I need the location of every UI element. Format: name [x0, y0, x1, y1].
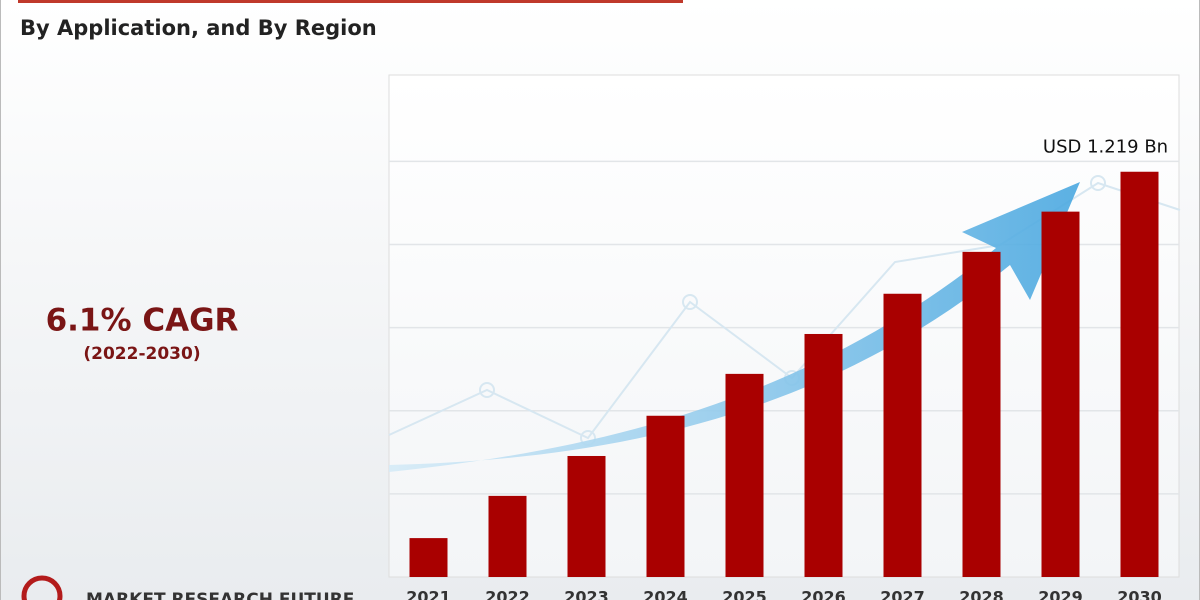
bar [409, 538, 448, 577]
annotation: USD 1.219 Bn [1043, 137, 1168, 158]
cagr-period: (2022-2030) [83, 344, 200, 364]
x-tick-label: 2028 [959, 588, 1004, 600]
x-tick-label: 2021 [406, 588, 451, 600]
background-dot [479, 382, 495, 398]
bar [567, 455, 606, 577]
subtitle: By Application, and By Region [20, 16, 377, 40]
decoration [388, 175, 1181, 472]
x-tick-label: 2029 [1038, 588, 1083, 600]
x-tick-label: 2023 [564, 588, 609, 600]
bar [1041, 211, 1080, 577]
x-tick-label: 2027 [880, 588, 925, 600]
background-dot [1090, 175, 1106, 191]
x-tick-label: 2022 [485, 588, 530, 600]
bar [646, 415, 685, 577]
x-tick-label: 2026 [801, 588, 846, 600]
x-tick-label: 2024 [643, 588, 688, 600]
x-tick-label: 2030 [1117, 588, 1162, 600]
bar [488, 495, 527, 577]
bar [1120, 171, 1159, 577]
logo [21, 575, 63, 600]
brand: MARKET RESEARCH FUTURE [86, 590, 354, 600]
cagr: 6.1% CAGR [46, 303, 239, 339]
bar [883, 293, 922, 577]
background-dot [682, 294, 698, 310]
bar [962, 251, 1001, 577]
bar [725, 373, 764, 577]
x-tick-label: 2025 [722, 588, 767, 600]
title-remnant [18, 0, 683, 3]
bar [804, 333, 843, 577]
